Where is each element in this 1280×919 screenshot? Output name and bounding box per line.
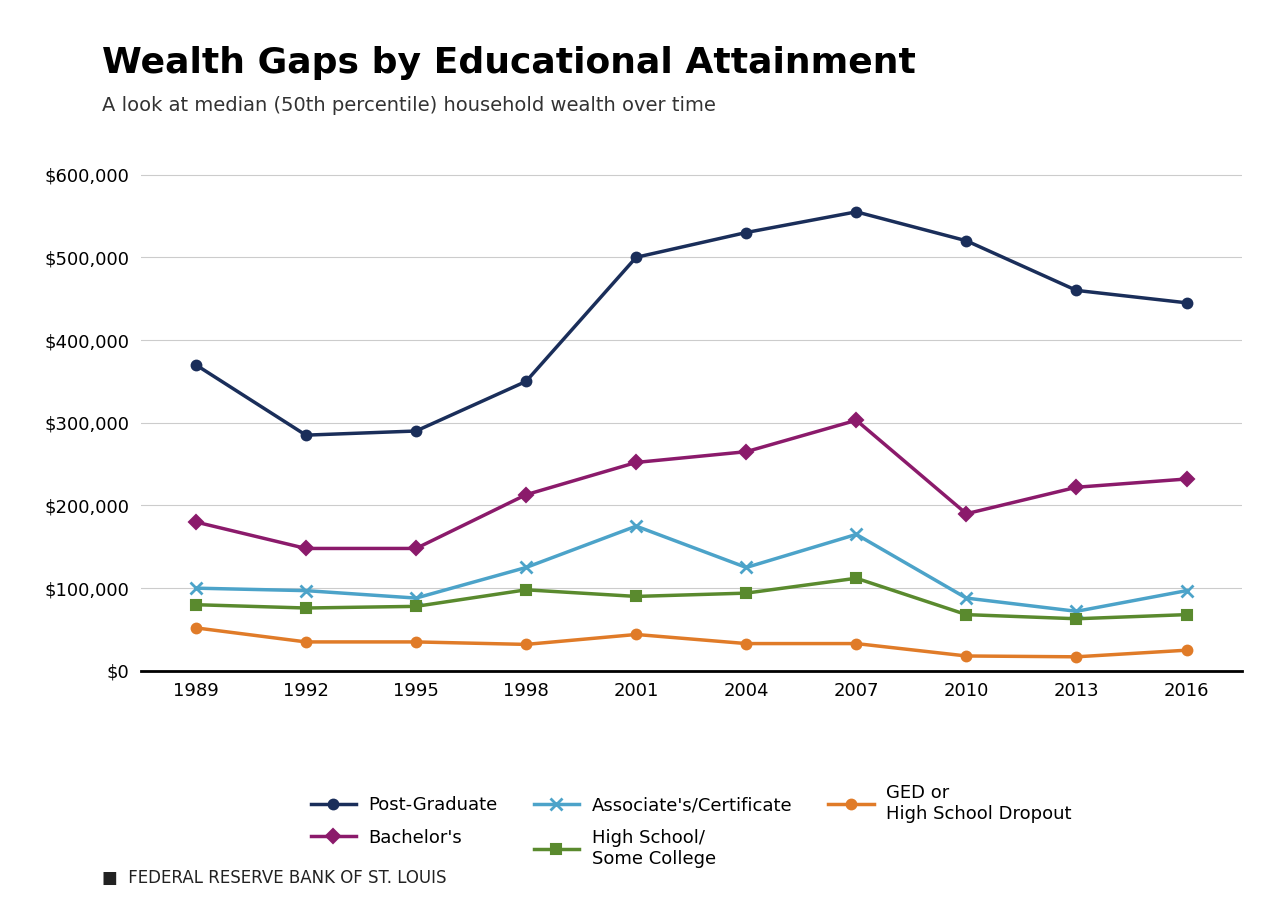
Text: Wealth Gaps by Educational Attainment: Wealth Gaps by Educational Attainment (102, 46, 916, 80)
Text: A look at median (50th percentile) household wealth over time: A look at median (50th percentile) house… (102, 96, 717, 116)
Text: ■  FEDERAL RESERVE BANK OF ST. LOUIS: ■ FEDERAL RESERVE BANK OF ST. LOUIS (102, 868, 447, 887)
Legend: Post-Graduate, Bachelor's, Associate's/Certificate, High School/
Some College, G: Post-Graduate, Bachelor's, Associate's/C… (303, 777, 1079, 875)
